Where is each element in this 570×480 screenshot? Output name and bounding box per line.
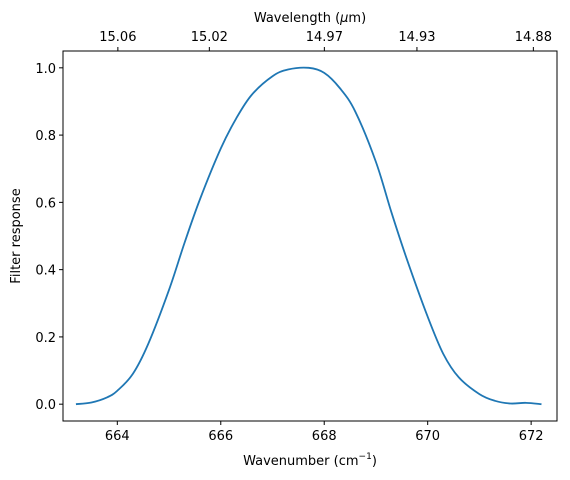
y-tick-label: 0.6 bbox=[35, 196, 56, 211]
top-tick-label: 14.93 bbox=[398, 30, 435, 45]
bottom-x-ticks: 664 666 668 670 672 bbox=[105, 421, 544, 444]
y-tick-label: 0.0 bbox=[35, 398, 56, 413]
y-tick-label: 1.0 bbox=[35, 62, 56, 77]
x-axis-label: Wavenumber (cm−1) bbox=[243, 452, 377, 469]
y-axis-label: Filter response bbox=[9, 188, 24, 283]
top-x-ticks: 15.06 15.02 14.97 14.93 14.88 bbox=[99, 30, 552, 51]
top-tick-label: 15.06 bbox=[99, 30, 136, 45]
x-tick-label: 664 bbox=[105, 429, 130, 444]
plot-area bbox=[62, 50, 558, 422]
x-tick-label: 668 bbox=[312, 429, 337, 444]
x-tick-label: 670 bbox=[415, 429, 440, 444]
series-line bbox=[75, 66, 542, 406]
top-tick-label: 14.97 bbox=[306, 30, 343, 45]
top-tick-label: 14.88 bbox=[515, 30, 552, 45]
y-tick-label: 0.2 bbox=[35, 331, 56, 346]
y-tick-label: 0.8 bbox=[35, 129, 56, 144]
top-tick-label: 15.02 bbox=[191, 30, 228, 45]
y-tick-label: 0.4 bbox=[35, 264, 56, 279]
y-ticks: 0.0 0.2 0.4 0.6 0.8 1.0 bbox=[35, 62, 63, 413]
top-x-axis-label: Wavelength (μm) bbox=[254, 11, 366, 26]
x-tick-label: 672 bbox=[519, 429, 544, 444]
x-tick-label: 666 bbox=[208, 429, 233, 444]
